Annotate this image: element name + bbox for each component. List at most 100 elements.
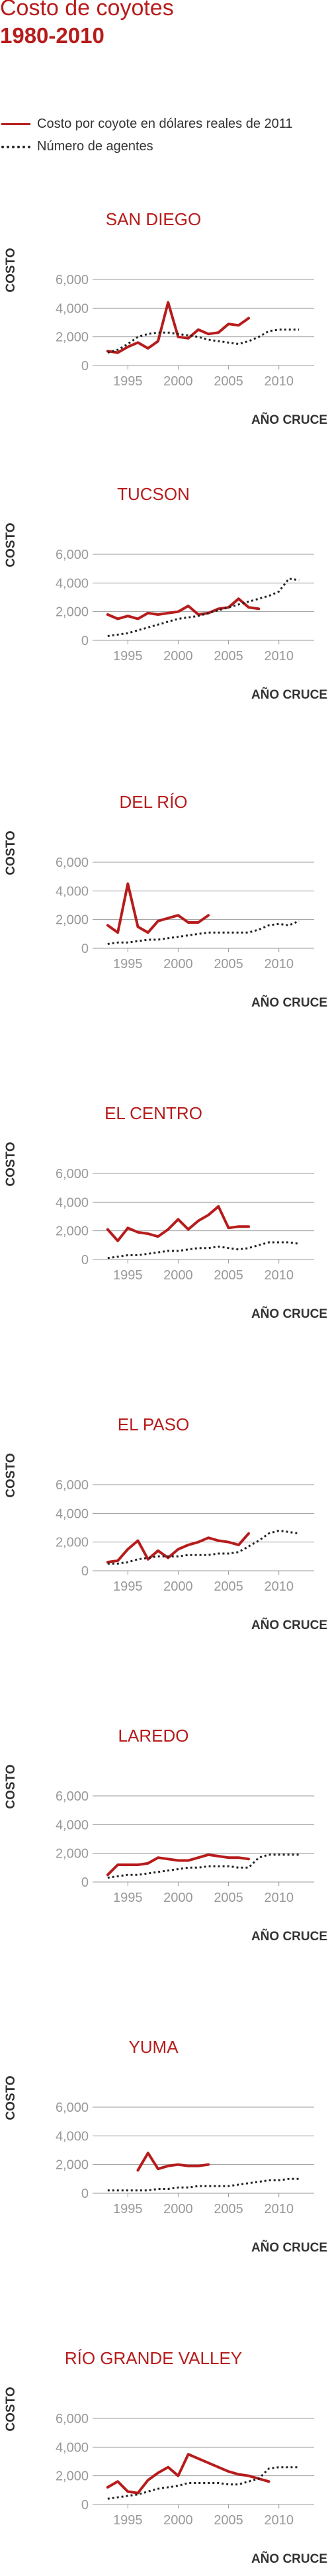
y-tick-label: 6,000 <box>56 273 89 287</box>
x-tick-label: 2005 <box>214 1579 243 1594</box>
y-tick-label: 6,000 <box>56 1167 89 1181</box>
legend-label: Costo por coyote en dólares reales de 20… <box>37 117 293 131</box>
y-tick-label: 4,000 <box>56 884 89 899</box>
chart-title: SAN DIEGO <box>106 209 201 229</box>
chart-rio-grande-valley: RÍO GRANDE VALLEY 0 2,000 4,000 6,000 1995 200… <box>4 2348 327 2566</box>
x-tick-label: 1995 <box>113 2202 143 2216</box>
y-tick-label: 6,000 <box>56 1478 89 1493</box>
y-tick-label: 2,000 <box>56 1847 89 1861</box>
y-tick-label: 4,000 <box>56 301 89 316</box>
y-tick-label: 6,000 <box>56 2412 89 2426</box>
page-subtitle: 1980-2010 <box>0 23 104 48</box>
y-axis-label: COSTO <box>4 1453 18 1497</box>
y-tick-label: 4,000 <box>56 1195 89 1210</box>
series-line-costo <box>106 301 250 354</box>
y-tick-label: 0 <box>81 942 89 956</box>
y-tick-label: 0 <box>81 2498 89 2512</box>
chart-tucson: TUCSON 0 2,000 4,000 6,000 1995 2000 2005 2010 CO… <box>4 484 327 702</box>
x-tick-label: 2010 <box>264 2202 294 2216</box>
x-axis-label: AÑO CRUCE <box>251 2240 327 2255</box>
x-tick-label: 1995 <box>113 1579 143 1594</box>
series-line-costo <box>106 1853 250 1877</box>
y-tick-label: 0 <box>81 1564 89 1579</box>
x-tick-label: 1995 <box>113 1891 143 1905</box>
chart-laredo: LAREDO 0 2,000 4,000 6,000 1995 2000 2005 2010 CO… <box>4 1726 327 1944</box>
legend-swatch-solid <box>1 123 30 125</box>
x-axis-label: AÑO CRUCE <box>251 1307 327 1321</box>
x-tick-label: 2005 <box>214 649 243 664</box>
series-line-costo <box>106 1205 250 1242</box>
y-tick-label: 2,000 <box>56 913 89 928</box>
y-axis-label: COSTO <box>4 1142 18 1186</box>
x-tick-label: 2000 <box>163 1579 193 1594</box>
x-tick-label: 2010 <box>264 2513 294 2528</box>
x-tick-label: 1995 <box>113 649 143 664</box>
x-tick-label: 1995 <box>113 957 143 971</box>
chart-san-diego: SAN DIEGO 0 2,000 4,000 6,000 1995 2000 2005 201… <box>4 209 327 427</box>
x-tick-label: 2005 <box>214 1891 243 1905</box>
legend-label: Número de agentes <box>37 139 153 154</box>
y-tick-label: 2,000 <box>56 2469 89 2484</box>
series-line-agentes <box>107 1241 300 1260</box>
y-axis-label: COSTO <box>4 2387 18 2431</box>
series-line-costo <box>106 882 210 934</box>
x-tick-label: 2010 <box>264 1891 294 1905</box>
chart-title: EL PASO <box>118 1414 189 1434</box>
y-axis-label: COSTO <box>4 2075 18 2120</box>
x-tick-label: 2005 <box>214 2513 243 2528</box>
x-tick-label: 2010 <box>264 1579 294 1594</box>
chart-del-rio: DEL RÍO 0 2,000 4,000 6,000 1995 2000 2005 2010 C… <box>4 792 327 1010</box>
y-tick-label: 4,000 <box>56 576 89 591</box>
series-line-agentes <box>107 2177 300 2192</box>
legend-swatch-dotted <box>1 146 30 148</box>
x-tick-label: 2005 <box>214 1268 243 1283</box>
y-tick-label: 4,000 <box>56 1818 89 1832</box>
series-line-costo <box>106 2453 270 2495</box>
y-axis-label: COSTO <box>4 522 18 567</box>
y-tick-label: 0 <box>81 2187 89 2201</box>
x-tick-label: 2005 <box>214 2202 243 2216</box>
page-title: Costo de coyotes <box>0 0 174 21</box>
y-tick-label: 0 <box>81 1253 89 1267</box>
y-axis-label: COSTO <box>4 248 18 292</box>
x-axis-label: AÑO CRUCE <box>251 995 327 1010</box>
y-tick-label: 6,000 <box>56 1789 89 1804</box>
chart-title: RÍO GRANDE VALLEY <box>65 2348 242 2368</box>
x-tick-label: 2000 <box>163 374 193 389</box>
x-tick-label: 2010 <box>264 1268 294 1283</box>
x-tick-label: 1995 <box>113 2513 143 2528</box>
series-line-agentes <box>107 1529 300 1565</box>
y-tick-label: 2,000 <box>56 330 89 345</box>
series-line-costo <box>106 1532 250 1563</box>
chart-title: LAREDO <box>118 1726 189 1746</box>
y-tick-label: 0 <box>81 359 89 373</box>
chart-yuma: YUMA 0 2,000 4,000 6,000 1995 2000 2005 2010 COST… <box>4 2037 327 2255</box>
chart-title: YUMA <box>128 2037 179 2057</box>
chart-title: EL CENTRO <box>104 1103 202 1123</box>
x-tick-label: 2000 <box>163 1268 193 1283</box>
y-tick-label: 6,000 <box>56 856 89 870</box>
series-line-agentes <box>107 577 300 637</box>
series-line-costo <box>106 597 261 620</box>
y-tick-label: 2,000 <box>56 605 89 620</box>
x-tick-label: 2010 <box>264 649 294 664</box>
x-tick-label: 2005 <box>214 374 243 389</box>
y-axis-label: COSTO <box>4 830 18 875</box>
y-tick-label: 2,000 <box>56 2158 89 2173</box>
y-tick-label: 2,000 <box>56 1224 89 1239</box>
chart-title: TUCSON <box>117 484 190 504</box>
y-tick-label: 6,000 <box>56 2101 89 2115</box>
y-tick-label: 2,000 <box>56 1536 89 1550</box>
x-tick-label: 2000 <box>163 2513 193 2528</box>
y-axis-label: COSTO <box>4 1764 18 1808</box>
x-axis-label: AÑO CRUCE <box>251 1618 327 1632</box>
x-axis-label: AÑO CRUCE <box>251 2551 327 2566</box>
x-tick-label: 2000 <box>163 2202 193 2216</box>
y-tick-label: 4,000 <box>56 2129 89 2144</box>
x-tick-label: 1995 <box>113 374 143 389</box>
series-line-costo <box>136 2152 210 2172</box>
x-tick-label: 2000 <box>163 1891 193 1905</box>
x-axis-label: AÑO CRUCE <box>251 1929 327 1944</box>
y-tick-label: 4,000 <box>56 1507 89 1521</box>
